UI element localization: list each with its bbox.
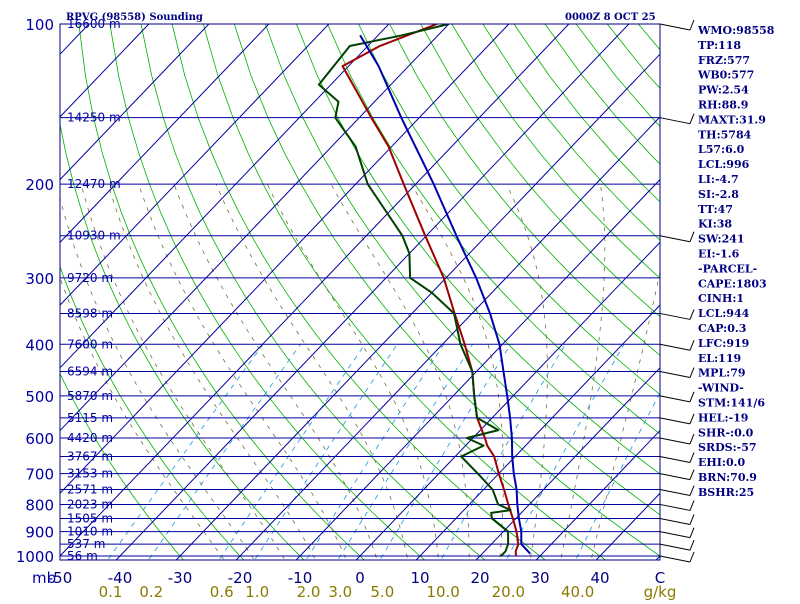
- mixing-ratio-tick-label: 5.0: [370, 583, 394, 600]
- height-label: 6594 m: [67, 365, 113, 379]
- sounding-index: LCL:944: [698, 307, 750, 320]
- height-label: 9720 m: [67, 271, 113, 285]
- sounding-index: -WIND-: [698, 382, 744, 395]
- mixing-ratio-tick-label: 20.0: [492, 583, 525, 600]
- sounding-index: EHI:0.0: [698, 456, 745, 469]
- pressure-tick-label: 400: [25, 336, 54, 354]
- height-label: 3767 m: [67, 449, 113, 463]
- mixing-ratio-tick-label: 40.0: [561, 583, 594, 600]
- height-label: 56 m: [67, 549, 98, 563]
- temperature-tick-label: 20: [470, 569, 489, 587]
- sounding-index: L57:6.0: [698, 143, 745, 156]
- sounding-index: SRDS:-57: [698, 441, 757, 454]
- sounding-index: EI:-1.6: [698, 248, 740, 261]
- sounding-index: TP:118: [698, 39, 741, 52]
- pressure-tick-label: 1000: [16, 548, 54, 566]
- pressure-tick-label: 700: [25, 466, 54, 484]
- pressure-tick-label: 900: [25, 524, 54, 542]
- sounding-index: -PARCEL-: [698, 262, 757, 275]
- observation-time: 0000Z 8 OCT 25: [565, 12, 656, 23]
- sounding-index: SHR-:0.0: [698, 426, 754, 439]
- pressure-tick-label: 800: [25, 496, 54, 514]
- height-label: 4420 m: [67, 431, 113, 445]
- sounding-index: BRN:70.9: [698, 471, 757, 484]
- sounding-index: CAP:0.3: [698, 322, 746, 335]
- pressure-tick-label: 200: [25, 176, 54, 194]
- pressure-tick-label: 300: [25, 270, 54, 288]
- height-label: 3153 m: [67, 467, 113, 481]
- sounding-index: CAPE:1803: [698, 277, 767, 290]
- sounding-index: STM:141/6: [698, 397, 765, 410]
- mixing-ratio-tick-label: 0.1: [99, 583, 123, 600]
- height-label: 2571 m: [67, 483, 113, 497]
- sounding-index: MPL:79: [698, 367, 746, 380]
- pressure-tick-label: 100: [25, 16, 54, 34]
- sounding-index: LCL:996: [698, 158, 750, 171]
- station-title: RPVG (98558) Sounding: [66, 12, 203, 23]
- mixing-ratio-tick-label: 3.0: [328, 583, 352, 600]
- temperature-tick-label: 30: [530, 569, 549, 587]
- sounding-index: WB0:577: [697, 69, 754, 82]
- sounding-index: SI:-2.8: [698, 188, 739, 201]
- sounding-index: EL:119: [698, 352, 741, 365]
- height-label: 14250 m: [67, 111, 121, 125]
- height-label: 5870 m: [67, 389, 113, 403]
- temperature-tick-label: 0: [355, 569, 365, 587]
- pressure-tick-label: 500: [25, 388, 54, 406]
- height-label: 12470 m: [67, 177, 121, 191]
- pressure-tick-label: 600: [25, 430, 54, 448]
- sounding-index: LFC:919: [698, 337, 749, 350]
- mixing-ratio-tick-label: g/kg: [644, 583, 677, 600]
- pressure-unit: mb: [32, 569, 56, 587]
- mixing-ratio-tick-label: 1.0: [245, 583, 269, 600]
- sounding-index: SW:241: [698, 233, 745, 246]
- height-label: 10930 m: [67, 229, 121, 243]
- sounding-index: KI:38: [698, 218, 732, 231]
- sounding-index: PW:2.54: [698, 84, 749, 97]
- temperature-tick-label: -30: [168, 569, 193, 587]
- height-label: 8598 m: [67, 306, 113, 320]
- mixing-ratio-tick-label: 0.6: [210, 583, 234, 600]
- height-label: 7600 m: [67, 337, 113, 351]
- sounding-index: LI:-4.7: [698, 173, 739, 186]
- sounding-index: HEL:-19: [698, 411, 748, 424]
- height-label: 1505 m: [67, 511, 113, 525]
- sounding-index: BSHR:25: [698, 486, 754, 499]
- mixing-ratio-tick-label: 0.2: [139, 583, 163, 600]
- height-label: 2023 m: [67, 497, 113, 511]
- mixing-ratio-tick-label: 2.0: [297, 583, 321, 600]
- height-label: 5115 m: [67, 411, 113, 425]
- sounding-index: TH:5784: [698, 128, 752, 141]
- sounding-index: MAXT:31.9: [698, 113, 766, 126]
- sounding-index: CINH:1: [698, 292, 744, 305]
- sounding-index: FRZ:577: [698, 54, 750, 67]
- mixing-ratio-tick-label: 10.0: [426, 583, 459, 600]
- sounding-index: RH:88.9: [698, 99, 748, 112]
- sounding-index: WMO:98558: [697, 24, 775, 37]
- sounding-index: TT:47: [698, 203, 733, 216]
